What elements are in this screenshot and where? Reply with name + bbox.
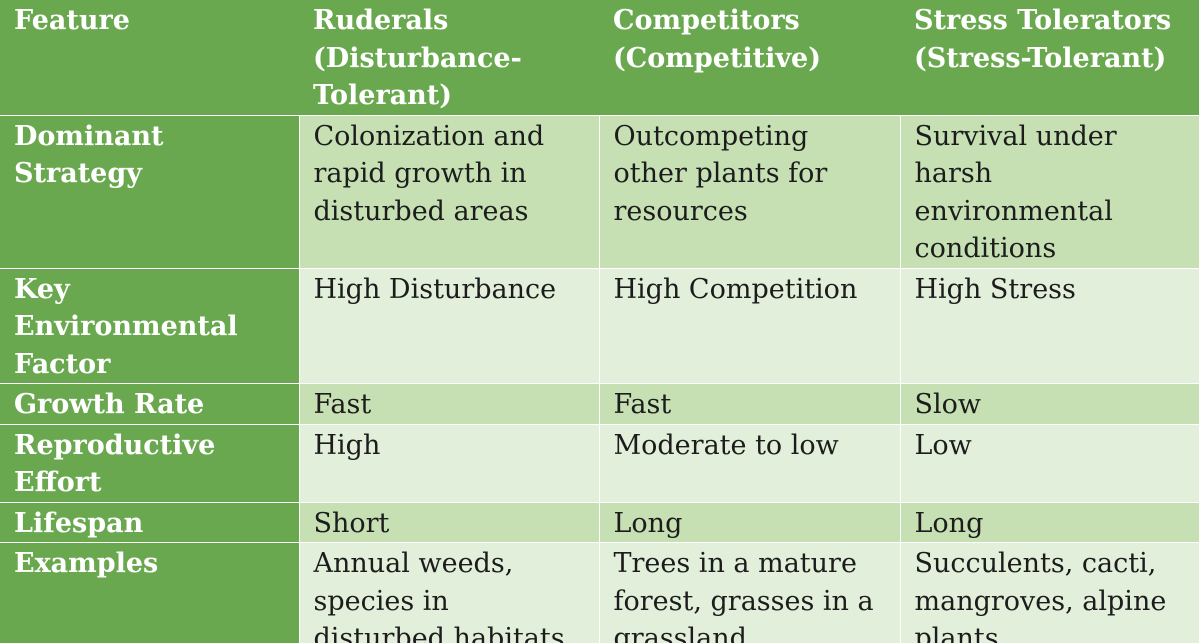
cell-ruderals: High Disturbance [299, 268, 600, 384]
cell-stress-tolerators: Low [900, 424, 1199, 503]
cell-stress-tolerators: High Stress [900, 268, 1199, 384]
cell-ruderals: Short [299, 502, 600, 543]
cell-ruderals: High [299, 424, 600, 503]
header-stress-tolerators: Stress Tolerators (Stress-Tolerant) [900, 0, 1199, 116]
cell-competitors: High Competition [599, 268, 901, 384]
cell-stress-tolerators: Slow [900, 383, 1199, 425]
table-row: Dominant Strategy Colonization and rapid… [0, 115, 1199, 269]
row-feature-label: Reproductive Effort [0, 424, 300, 503]
cell-stress-tolerators: Long [900, 502, 1199, 543]
cell-competitors: Outcompeting other plants for resources [599, 115, 901, 269]
cell-ruderals: Annual weeds, species in disturbed habit… [299, 542, 600, 643]
cell-ruderals: Colonization and rapid growth in disturb… [299, 115, 600, 269]
header-competitors: Competitors (Competitive) [599, 0, 900, 116]
row-feature-label: Dominant Strategy [0, 115, 300, 269]
table-header-row: Feature Ruderals (Disturbance-Tolerant) … [0, 0, 1199, 116]
table-row: Examples Annual weeds, species in distur… [0, 542, 1199, 643]
cell-competitors: Long [599, 502, 901, 543]
row-feature-label: Lifespan [0, 502, 300, 543]
table-row: Key Environmental Factor High Disturbanc… [0, 268, 1199, 384]
cell-competitors: Fast [599, 383, 901, 425]
cell-competitors: Moderate to low [599, 424, 901, 503]
row-feature-label: Key Environmental Factor [0, 268, 300, 384]
cell-ruderals: Fast [299, 383, 600, 425]
header-ruderals: Ruderals (Disturbance-Tolerant) [299, 0, 599, 116]
cell-stress-tolerators: Succulents, cacti, mangroves, alpine pla… [900, 542, 1199, 643]
table-row: Lifespan Short Long Long [0, 502, 1199, 543]
row-feature-label: Growth Rate [0, 383, 300, 425]
header-feature: Feature [0, 0, 299, 116]
row-feature-label: Examples [0, 542, 300, 643]
table-row: Growth Rate Fast Fast Slow [0, 383, 1199, 425]
cell-competitors: Trees in a mature forest, grasses in a g… [599, 542, 901, 643]
table-row: Reproductive Effort High Moderate to low… [0, 424, 1199, 503]
cell-stress-tolerators: Survival under harsh environmental condi… [900, 115, 1199, 269]
